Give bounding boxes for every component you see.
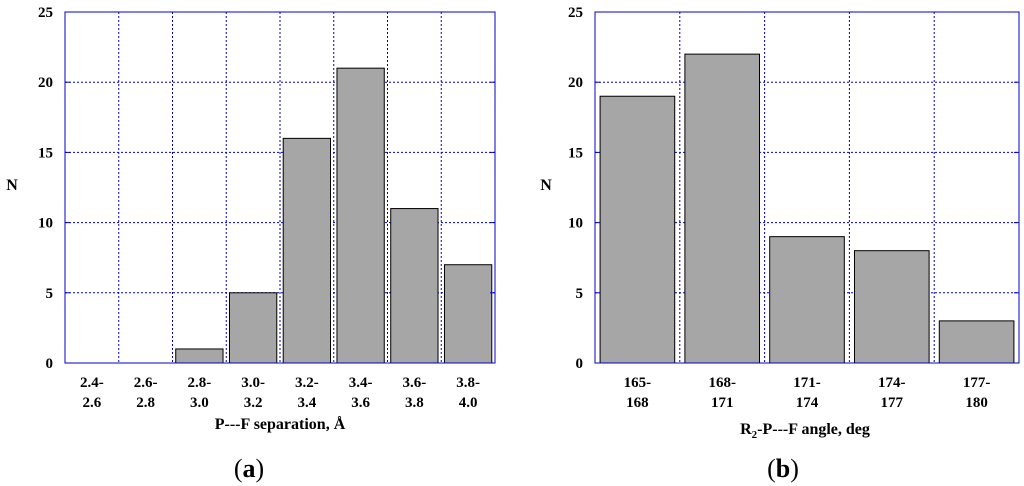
chart-a-plot-frame (64, 11, 496, 364)
chart-b-x-axis-label-main: R (740, 421, 752, 438)
chart-b-x-tick-label: 165- (624, 375, 652, 391)
chart-a-x-tick-label: 2.8- (188, 375, 212, 391)
chart-a-bar (390, 208, 439, 364)
chart-b-x-tick-label: 168- (708, 375, 736, 391)
chart-b-panel-label: (b) (767, 454, 799, 483)
chart-b-bar (853, 250, 930, 364)
chart-a-y-tick-label: 20 (38, 75, 53, 91)
chart-a-y-tick-label: 10 (38, 216, 53, 232)
chart-a-x-tick-label: 2.6 (83, 395, 102, 411)
chart-a-x-tick-label: 4.0 (459, 395, 478, 411)
chart-b-bar (769, 236, 845, 364)
chart-b-x-tick-label: 177- (963, 375, 991, 391)
chart-b-x-tick-label: 168 (626, 395, 649, 411)
chart-a-y-axis-label: N (6, 177, 18, 194)
chart-a-y-tick-label: 0 (46, 356, 54, 372)
chart-a-panel-letter: a (243, 454, 256, 483)
chart-a-bar (282, 137, 332, 364)
chart-a-x-tick-label: 3.0 (190, 395, 209, 411)
chart-a-grid (65, 12, 495, 363)
chart-b-x-tick-label: 171 (711, 395, 734, 411)
chart-b-x-tick-label: 171- (793, 375, 821, 391)
chart-a-x-tick-label: 3.2 (244, 395, 263, 411)
chart-a-y-ticks: 0 5 10 15 20 25 (38, 5, 495, 372)
chart-a-x-tick-label: 2.8 (136, 395, 155, 411)
chart-b-x-axis-label-sub: 2 (752, 429, 758, 441)
chart-b-y-tick-label: 5 (576, 286, 584, 302)
chart-a-x-tick-label: 3.6 (351, 395, 370, 411)
chart-b-y-tick-label: 15 (568, 145, 583, 161)
chart-a-x-tick-label: 3.2- (295, 375, 319, 391)
chart-b-y-tick-label: 25 (568, 5, 583, 21)
chart-a-bar (175, 348, 224, 364)
chart-a-bar (443, 264, 493, 364)
chart-b-y-tick-label: 0 (576, 356, 584, 372)
chart-a-x-tick-label: 3.8 (405, 395, 424, 411)
chart-b-x-tick-label: 174- (878, 375, 906, 391)
chart-b-x-tick-label: 174 (796, 395, 819, 411)
chart-b-y-ticks: 0 5 10 15 20 25 (568, 5, 1019, 372)
chart-b-y-axis-label: N (540, 177, 552, 194)
chart-b-panel-letter: b (776, 454, 790, 483)
chart-a-x-tick-label: 3.0- (241, 375, 265, 391)
chart-b-x-tick-label: 180 (965, 395, 988, 411)
chart-a-x-tick-label: 3.4 (298, 395, 317, 411)
chart-a: 0 5 10 15 20 25 2.4- 2.6 2.6- 2.8 2.8- 3.0 3.0- 3.2 3… (6, 5, 496, 483)
chart-a-y-tick-label: 5 (46, 286, 54, 302)
chart-b-y-tick-label: 10 (568, 216, 583, 232)
chart-a-bars (175, 67, 493, 364)
chart-a-x-axis-label: P---F separation, Å (215, 415, 346, 433)
chart-a-x-tick-label: 2.6- (134, 375, 158, 391)
chart-b-x-ticks: 165- 168 168- 171 171- 174 174- 177 177- 180 (624, 375, 991, 411)
chart-b-y-tick-label: 20 (568, 75, 583, 91)
chart-a-x-tick-label: 3.8- (456, 375, 480, 391)
chart-b-bars (599, 53, 1015, 364)
chart-b-x-axis-label: R2-P---F angle, deg (740, 421, 870, 441)
chart-b-x-axis-label-rest: -P---F angle, deg (757, 421, 870, 438)
chart-a-x-ticks: 2.4- 2.6 2.6- 2.8 2.8- 3.0 3.0- 3.2 3.2- 3.4 3.4- 3… (80, 375, 480, 411)
chart-b-bar (938, 320, 1015, 364)
chart-a-y-tick-label: 25 (38, 5, 53, 21)
chart-a-panel-label: (a) (234, 454, 264, 483)
chart-a-x-tick-label: 3.6- (403, 375, 427, 391)
chart-b-bar (599, 95, 676, 364)
chart-b-plot-frame (594, 11, 1020, 364)
chart-a-y-tick-label: 15 (38, 145, 53, 161)
chart-a-bar (336, 67, 385, 364)
chart-b-x-tick-label: 177 (881, 395, 904, 411)
chart-b-bar (684, 53, 761, 364)
chart-a-x-tick-label: 2.4- (80, 375, 104, 391)
chart-a-bar (228, 292, 278, 364)
chart-a-x-tick-label: 3.4- (349, 375, 373, 391)
